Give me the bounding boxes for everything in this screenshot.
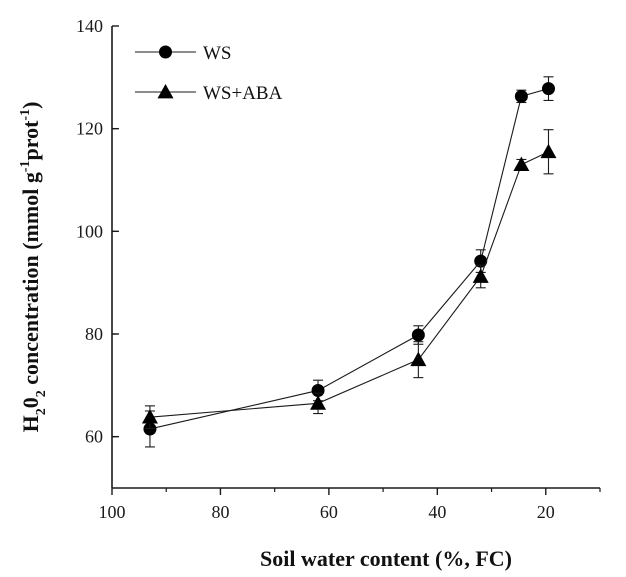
data-point [514, 89, 528, 103]
series-ws-aba [141, 129, 557, 430]
series-line [149, 151, 549, 418]
y-tick-label: 60 [85, 427, 103, 447]
x-axis-title: Soil water content (%, FC) [260, 546, 512, 571]
data-point [411, 328, 425, 342]
series-line [149, 88, 549, 430]
y-axis-title-part: H [18, 415, 43, 432]
data-point [410, 351, 427, 367]
legend-label: WS [203, 43, 232, 64]
y-tick-label: 140 [76, 16, 103, 36]
data-point [310, 395, 327, 410]
legend-marker [157, 84, 174, 99]
x-tick-label: 80 [211, 502, 229, 522]
legend-marker [159, 45, 172, 59]
axes: 60 80 100 120 140 100 80 60 40 20 [76, 16, 601, 522]
series-layer [141, 76, 557, 448]
data-point [540, 143, 557, 159]
y-axis-title-part: concentration (mmol g [18, 172, 43, 390]
series-ws [143, 76, 555, 448]
y-axis-title-part: prot [18, 120, 43, 161]
data-point [541, 82, 555, 96]
y-axis-title-part: 2 [34, 408, 49, 415]
y-axis-title: H202 concentration (mmol g-1prot-1) [18, 102, 49, 433]
data-point [311, 383, 325, 397]
data-point [513, 156, 530, 171]
x-tick-label: 100 [99, 502, 126, 522]
y-axis-title-part: 2 [34, 390, 49, 397]
legend: WS WS+ABA [135, 43, 283, 104]
x-tick-label: 60 [320, 502, 338, 522]
data-point [141, 409, 158, 424]
x-tick-label: 40 [428, 502, 446, 522]
y-axis-title-part: -1 [18, 161, 33, 173]
y-axis-title-part: 0 [18, 397, 43, 408]
y-axis-title-part: ) [18, 102, 43, 109]
data-point [472, 268, 489, 283]
y-tick-label: 120 [76, 119, 103, 139]
y-tick-label: 80 [85, 324, 103, 344]
y-axis-title-part: -1 [18, 109, 33, 121]
data-point [474, 254, 488, 268]
y-tick-label: 100 [76, 221, 103, 241]
legend-label: WS+ABA [203, 83, 283, 104]
x-tick-label: 20 [537, 502, 555, 522]
